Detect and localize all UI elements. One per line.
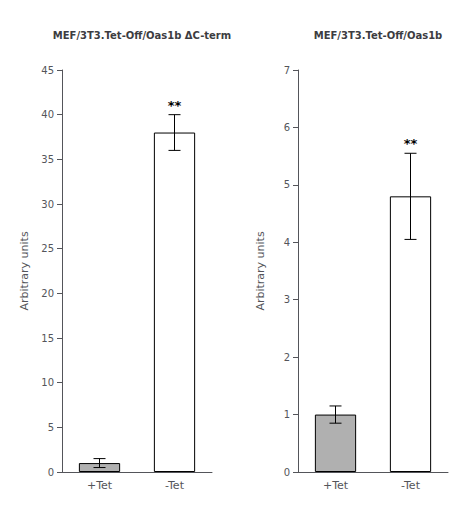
- svg-text:3: 3: [284, 294, 290, 305]
- svg-text:**: **: [404, 136, 418, 151]
- svg-text:0: 0: [48, 467, 54, 478]
- svg-text:4: 4: [284, 237, 290, 248]
- svg-text:**: **: [168, 98, 182, 113]
- svg-text:MEF/3T3.Tet-Off/Oas1b ΔC-term: MEF/3T3.Tet-Off/Oas1b ΔC-term: [53, 30, 231, 41]
- svg-text:+Tet: +Tet: [323, 479, 349, 492]
- svg-text:+Tet: +Tet: [87, 479, 113, 492]
- svg-text:7: 7: [284, 65, 290, 76]
- svg-text:MEF/3T3.Tet-Off/Oas1b: MEF/3T3.Tet-Off/Oas1b: [314, 30, 443, 41]
- svg-text:45: 45: [41, 65, 54, 76]
- svg-text:10: 10: [41, 377, 54, 388]
- svg-text:35: 35: [41, 154, 54, 165]
- svg-text:0: 0: [284, 467, 290, 478]
- svg-text:-Tet: -Tet: [165, 479, 185, 492]
- svg-text:-Tet: -Tet: [401, 479, 421, 492]
- svg-text:15: 15: [41, 333, 54, 344]
- svg-text:30: 30: [41, 199, 54, 210]
- svg-text:5: 5: [284, 179, 290, 190]
- svg-text:Arbitrary units: Arbitrary units: [254, 231, 267, 311]
- svg-text:Arbitrary units: Arbitrary units: [18, 231, 31, 311]
- svg-text:25: 25: [41, 243, 54, 254]
- svg-text:6: 6: [284, 122, 290, 133]
- svg-text:1: 1: [284, 409, 290, 420]
- svg-text:40: 40: [41, 109, 54, 120]
- svg-text:20: 20: [41, 288, 54, 299]
- svg-text:5: 5: [48, 422, 54, 433]
- svg-text:2: 2: [284, 352, 290, 363]
